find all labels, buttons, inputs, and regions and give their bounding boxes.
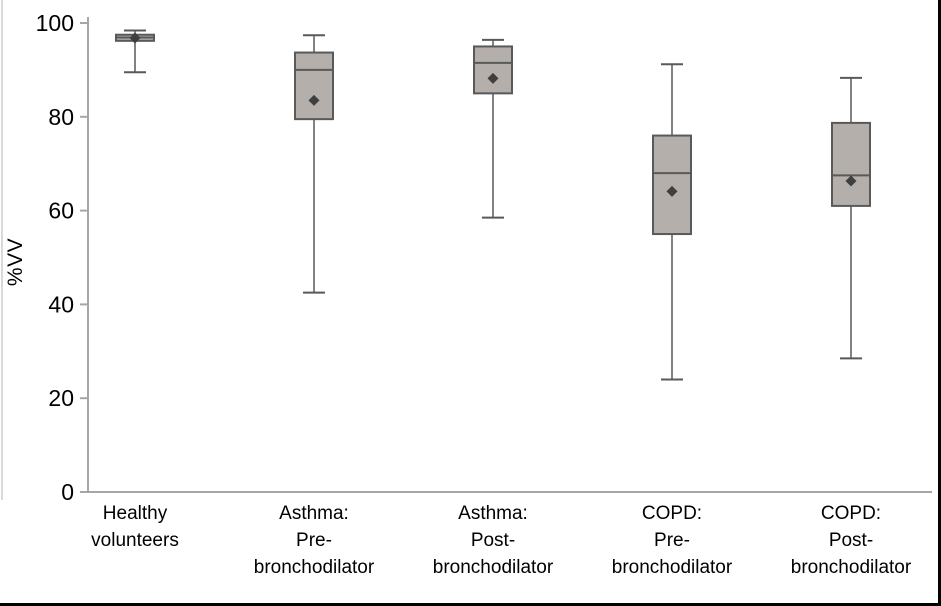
y-tick-label: 40: [48, 291, 74, 317]
iqr-box: [831, 121, 871, 207]
category-label: COPD: Pre-bronchodilator: [612, 503, 733, 578]
y-tick-label: 100: [36, 10, 74, 36]
mean-marker: [487, 72, 499, 84]
y-tick-label: 20: [48, 385, 74, 411]
category-label: Asthma: Pre-bronchodilator: [254, 503, 375, 578]
mean-marker: [845, 175, 857, 187]
category-label: Healthy volunteers: [91, 503, 179, 551]
iqr-box: [652, 134, 692, 236]
cell-border-bottom: [0, 603, 941, 606]
y-tick-label: 0: [61, 479, 74, 505]
iqr-box: [473, 45, 513, 95]
mean-marker: [129, 32, 141, 44]
y-tick-label: 80: [48, 104, 74, 130]
mean-marker: [666, 185, 678, 197]
category-label: COPD: Post-bronchodilator: [791, 503, 912, 578]
category-label: Asthma: Post-bronchodilator: [433, 503, 554, 578]
mean-marker: [308, 94, 320, 106]
iqr-box: [294, 51, 334, 121]
cell-border-left: [1, 0, 3, 500]
y-tick-label: 60: [48, 198, 74, 224]
cell-border-right: [938, 0, 941, 606]
